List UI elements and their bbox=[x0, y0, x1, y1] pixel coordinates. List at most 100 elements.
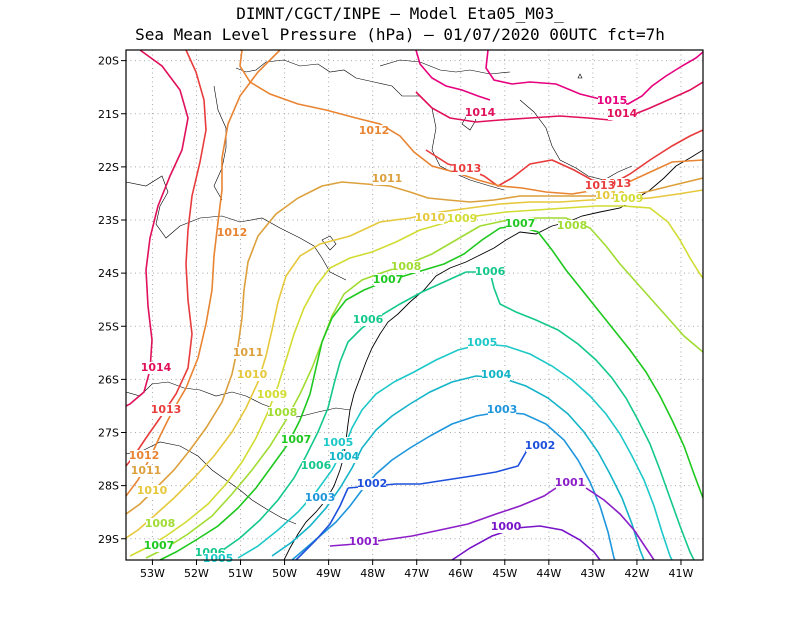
contour-label-bg bbox=[218, 227, 246, 239]
contour-label-1005: 1005 bbox=[467, 336, 498, 349]
contour-label-bg bbox=[306, 492, 334, 504]
lon-label: 50W bbox=[272, 567, 297, 580]
lon-label: 49W bbox=[316, 567, 341, 580]
contour-label-bg bbox=[146, 518, 174, 530]
isobar-1005 bbox=[393, 343, 673, 560]
contour-label-bg bbox=[452, 163, 480, 175]
contour-label-bg bbox=[598, 95, 626, 107]
contour-label-1014: 1014 bbox=[465, 106, 496, 119]
contour-label-1009: 1009 bbox=[257, 388, 288, 401]
lat-label: 23S bbox=[98, 214, 119, 227]
lon-label: 53W bbox=[140, 567, 165, 580]
lon-label: 52W bbox=[184, 567, 209, 580]
contour-label-1006: 1006 bbox=[301, 459, 332, 472]
contour-label-bg bbox=[354, 314, 382, 326]
isobar-1012b bbox=[126, 50, 281, 497]
lat-label: 28S bbox=[98, 480, 119, 493]
isobar-1002b bbox=[295, 487, 349, 560]
contour-label-bg bbox=[302, 460, 330, 472]
contour-label-1003: 1003 bbox=[305, 491, 336, 504]
lon-label: 45W bbox=[492, 567, 517, 580]
lon-label: 51W bbox=[228, 567, 253, 580]
contour-label-bg bbox=[373, 173, 401, 185]
lat-label: 26S bbox=[98, 373, 119, 386]
contour-label-bg bbox=[330, 451, 358, 463]
isobar-1014 bbox=[126, 50, 189, 407]
contour-label-1002: 1002 bbox=[357, 477, 388, 490]
lon-label: 42W bbox=[624, 567, 649, 580]
contour-label-bg bbox=[358, 478, 386, 490]
contour-label-1013: 1013 bbox=[585, 179, 616, 192]
isobar-1010b bbox=[126, 221, 381, 539]
contour-label-1011: 1011 bbox=[233, 346, 264, 359]
contour-label-bg bbox=[324, 437, 352, 449]
contour-label-1000: 1000 bbox=[491, 520, 522, 533]
contour-label-bg bbox=[138, 485, 166, 497]
isobar-1013 bbox=[126, 50, 207, 467]
lon-label: 48W bbox=[360, 567, 385, 580]
lat-label: 25S bbox=[98, 320, 119, 333]
isobar-1006 bbox=[466, 271, 695, 560]
lat-label: 29S bbox=[98, 533, 119, 546]
contour-label-bg bbox=[488, 404, 516, 416]
map-title-line-1: DIMNT/CGCT/INPE – Model Eta05_M03_ bbox=[236, 4, 564, 23]
isobar-1004 bbox=[409, 375, 645, 560]
contour-label-1010: 1010 bbox=[237, 368, 268, 381]
contour-label-1003: 1003 bbox=[487, 403, 518, 416]
isobar-1009b bbox=[129, 229, 421, 557]
contour-label-1008: 1008 bbox=[145, 517, 176, 530]
contour-label-bg bbox=[282, 434, 310, 446]
plot-frame bbox=[125, 49, 704, 561]
contour-label-bg bbox=[374, 274, 402, 286]
contour-label-bg bbox=[350, 536, 378, 548]
contour-label-bg bbox=[482, 369, 510, 381]
contour-label-1008: 1008 bbox=[267, 406, 298, 419]
contour-label-bg bbox=[556, 477, 584, 489]
contour-label-bg bbox=[466, 107, 494, 119]
contour-label-bg bbox=[586, 180, 614, 192]
contour-label-1013: 1013 bbox=[451, 162, 482, 175]
contour-label-1005: 1005 bbox=[323, 436, 354, 449]
isobar-1006b bbox=[203, 271, 467, 560]
contour-label-bg bbox=[152, 404, 180, 416]
contour-label-bg bbox=[608, 108, 636, 120]
lat-label: 20S bbox=[98, 55, 119, 68]
contour-label-1004: 1004 bbox=[481, 368, 512, 381]
isobar-1003 bbox=[429, 411, 616, 560]
coastline bbox=[283, 149, 703, 560]
lon-label: 47W bbox=[404, 567, 429, 580]
contour-label-1011: 1011 bbox=[372, 172, 403, 185]
contour-label-1008: 1008 bbox=[557, 219, 588, 232]
contour-label-1015: 1015 bbox=[597, 94, 628, 107]
contour-label-1012: 1012 bbox=[217, 226, 248, 239]
contour-label-bg bbox=[476, 266, 504, 278]
contour-label-bg bbox=[614, 193, 642, 205]
contour-label-1004: 1004 bbox=[329, 450, 360, 463]
contour-label-bg bbox=[132, 465, 160, 477]
isobar-1005b bbox=[237, 381, 395, 559]
isobar-1007b bbox=[159, 227, 501, 560]
contour-label-bg bbox=[360, 125, 388, 137]
contour-label-bg bbox=[506, 218, 534, 230]
contour-label-1001: 1001 bbox=[555, 476, 586, 489]
contour-label-bg bbox=[258, 389, 286, 401]
contour-label-bg bbox=[204, 553, 232, 565]
isobar-1001b bbox=[585, 487, 655, 560]
contour-label-1006: 1006 bbox=[353, 313, 384, 326]
contour-label-1001: 1001 bbox=[349, 535, 380, 548]
contour-label-1014: 1014 bbox=[141, 361, 172, 374]
contour-label-1007: 1007 bbox=[281, 433, 312, 446]
contour-label-1012: 1012 bbox=[129, 449, 160, 462]
isobar-1004b bbox=[271, 403, 411, 557]
contour-label-bg bbox=[448, 213, 476, 225]
contour-label-1007: 1007 bbox=[505, 217, 536, 230]
contour-label-1011: 1011 bbox=[131, 464, 162, 477]
lat-label: 24S bbox=[98, 267, 119, 280]
contour-label-bg bbox=[142, 362, 170, 374]
contour-label-1009: 1009 bbox=[447, 212, 478, 225]
contour-label-1007: 1007 bbox=[373, 273, 404, 286]
contour-label-bg bbox=[268, 407, 296, 419]
contour-label-1014: 1014 bbox=[607, 107, 638, 120]
lon-label: 41W bbox=[669, 567, 694, 580]
contour-label-1009: 1009 bbox=[613, 192, 644, 205]
